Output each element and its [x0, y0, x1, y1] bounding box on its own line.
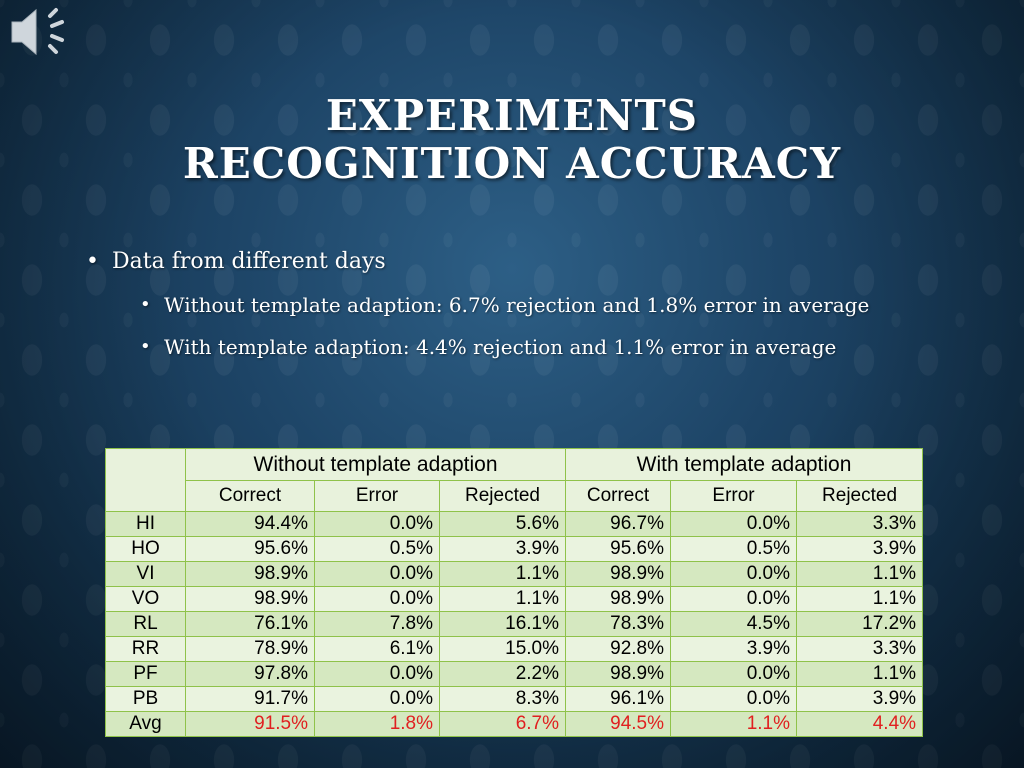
bullet-main-text: Data from different days [112, 249, 386, 274]
table-cell: 98.9% [565, 661, 672, 687]
table-cell: 1.8% [314, 711, 440, 737]
table-row-average: Avg 91.5% 1.8% 6.7% 94.5% 1.1% 4.4% [105, 711, 924, 737]
table-cell: 0.0% [670, 686, 798, 712]
row-label: VI [105, 561, 186, 587]
row-label: PF [105, 661, 186, 687]
row-label: VO [105, 586, 186, 612]
table-cell: 3.3% [796, 511, 924, 537]
table-row: PF 97.8% 0.0% 2.2% 98.9% 0.0% 1.1% [105, 661, 924, 687]
table-cell: 1.1% [796, 586, 924, 612]
row-label: HO [105, 536, 186, 562]
accuracy-table: Without template adaption With template … [105, 448, 924, 737]
bullet-sub-2-text: With template adaption: 4.4% rejection a… [164, 335, 837, 359]
col-header-error: Error [670, 480, 798, 512]
table-cell: 94.5% [565, 711, 672, 737]
table-cell: 1.1% [796, 661, 924, 687]
table-group-header-row: Without template adaption With template … [105, 448, 924, 512]
table-cell: 95.6% [185, 536, 315, 562]
table-row: PB 91.7% 0.0% 8.3% 96.1% 0.0% 3.9% [105, 686, 924, 712]
row-label: HI [105, 511, 186, 537]
bullet-dot: • [140, 294, 151, 315]
table-cell: 6.7% [438, 711, 567, 737]
table-cell: 1.1% [438, 561, 567, 587]
table-column-header-row: Correct Error Rejected Correct Error Rej… [106, 480, 924, 512]
col-header-rejected: Rejected [796, 480, 924, 512]
table-cell: 76.1% [185, 611, 315, 637]
table-cell: 0.5% [314, 536, 440, 562]
table-cell: 5.6% [438, 511, 567, 537]
table-row: RR 78.9% 6.1% 15.0% 92.8% 3.9% 3.3% [105, 636, 924, 662]
table-cell: 78.9% [185, 636, 315, 662]
row-label: RL [105, 611, 186, 637]
col-header-rejected: Rejected [438, 480, 567, 512]
row-label: RR [105, 636, 186, 662]
table-cell: 98.9% [185, 561, 315, 587]
table-cell: 0.0% [314, 561, 440, 587]
table-cell: 1.1% [438, 586, 567, 612]
table-cell: 98.9% [565, 586, 672, 612]
slide-title: EXPERIMENTS RECOGNITION ACCURACY [0, 92, 1024, 188]
table-cell: 0.0% [314, 586, 440, 612]
table-row: HO 95.6% 0.5% 3.9% 95.6% 0.5% 3.9% [105, 536, 924, 562]
table-row: VI 98.9% 0.0% 1.1% 98.9% 0.0% 1.1% [105, 561, 924, 587]
table-cell: 1.1% [670, 711, 798, 737]
table-cell: 94.4% [185, 511, 315, 537]
table-cell: 0.0% [670, 586, 798, 612]
table-row: HI 94.4% 0.0% 5.6% 96.7% 0.0% 3.3% [105, 511, 924, 537]
table-cell: 3.3% [796, 636, 924, 662]
table-corner-cell [105, 448, 186, 512]
table-cell: 0.0% [670, 661, 798, 687]
table-cell: 7.8% [314, 611, 440, 637]
table-cell: 6.1% [314, 636, 440, 662]
table-cell: 78.3% [565, 611, 672, 637]
table-cell: 0.5% [670, 536, 798, 562]
group-header-without: Without template adaption [184, 448, 567, 481]
bullet-main: • Data from different days [84, 244, 944, 280]
table-cell: 17.2% [796, 611, 924, 637]
bullet-sub-2: • With template adaption: 4.4% rejection… [138, 328, 904, 366]
table-cell: 3.9% [796, 536, 924, 562]
table-cell: 95.6% [565, 536, 672, 562]
table-cell: 98.9% [565, 561, 672, 587]
bullet-sub-1: • Without template adaption: 6.7% reject… [138, 286, 904, 324]
table-cell: 2.2% [438, 661, 567, 687]
table-cell: 92.8% [565, 636, 672, 662]
row-label: Avg [105, 711, 186, 737]
table-cell: 16.1% [438, 611, 567, 637]
table-cell: 4.4% [796, 711, 924, 737]
table-cell: 4.5% [670, 611, 798, 637]
title-line-2: RECOGNITION ACCURACY [182, 139, 842, 188]
title-line-1: EXPERIMENTS [325, 91, 699, 140]
table-cell: 97.8% [185, 661, 315, 687]
table-row: RL 76.1% 7.8% 16.1% 78.3% 4.5% 17.2% [105, 611, 924, 637]
table-cell: 1.1% [796, 561, 924, 587]
table-cell: 98.9% [185, 586, 315, 612]
table-cell: 8.3% [438, 686, 567, 712]
speaker-icon[interactable] [6, 2, 76, 62]
col-header-error: Error [314, 480, 440, 512]
table-cell: 0.0% [314, 686, 440, 712]
bullet-dot: • [140, 336, 151, 357]
table-cell: 96.1% [565, 686, 672, 712]
table-cell: 91.7% [185, 686, 315, 712]
group-header-with: With template adaption [565, 448, 924, 481]
col-header-correct: Correct [565, 480, 672, 512]
table-cell: 0.0% [314, 511, 440, 537]
table-cell: 15.0% [438, 636, 567, 662]
bullet-sub-1-text: Without template adaption: 6.7% rejectio… [164, 293, 870, 317]
table-cell: 91.5% [185, 711, 315, 737]
table-cell: 3.9% [796, 686, 924, 712]
table-cell: 0.0% [314, 661, 440, 687]
table-cell: 0.0% [670, 561, 798, 587]
table-cell: 3.9% [438, 536, 567, 562]
row-label: PB [105, 686, 186, 712]
bullet-list: • Data from different days • Without tem… [84, 244, 944, 366]
col-header-correct: Correct [185, 480, 315, 512]
table-cell: 96.7% [565, 511, 672, 537]
table-row: VO 98.9% 0.0% 1.1% 98.9% 0.0% 1.1% [105, 586, 924, 612]
table-cell: 0.0% [670, 511, 798, 537]
table-cell: 3.9% [670, 636, 798, 662]
bullet-dot: • [86, 249, 99, 274]
